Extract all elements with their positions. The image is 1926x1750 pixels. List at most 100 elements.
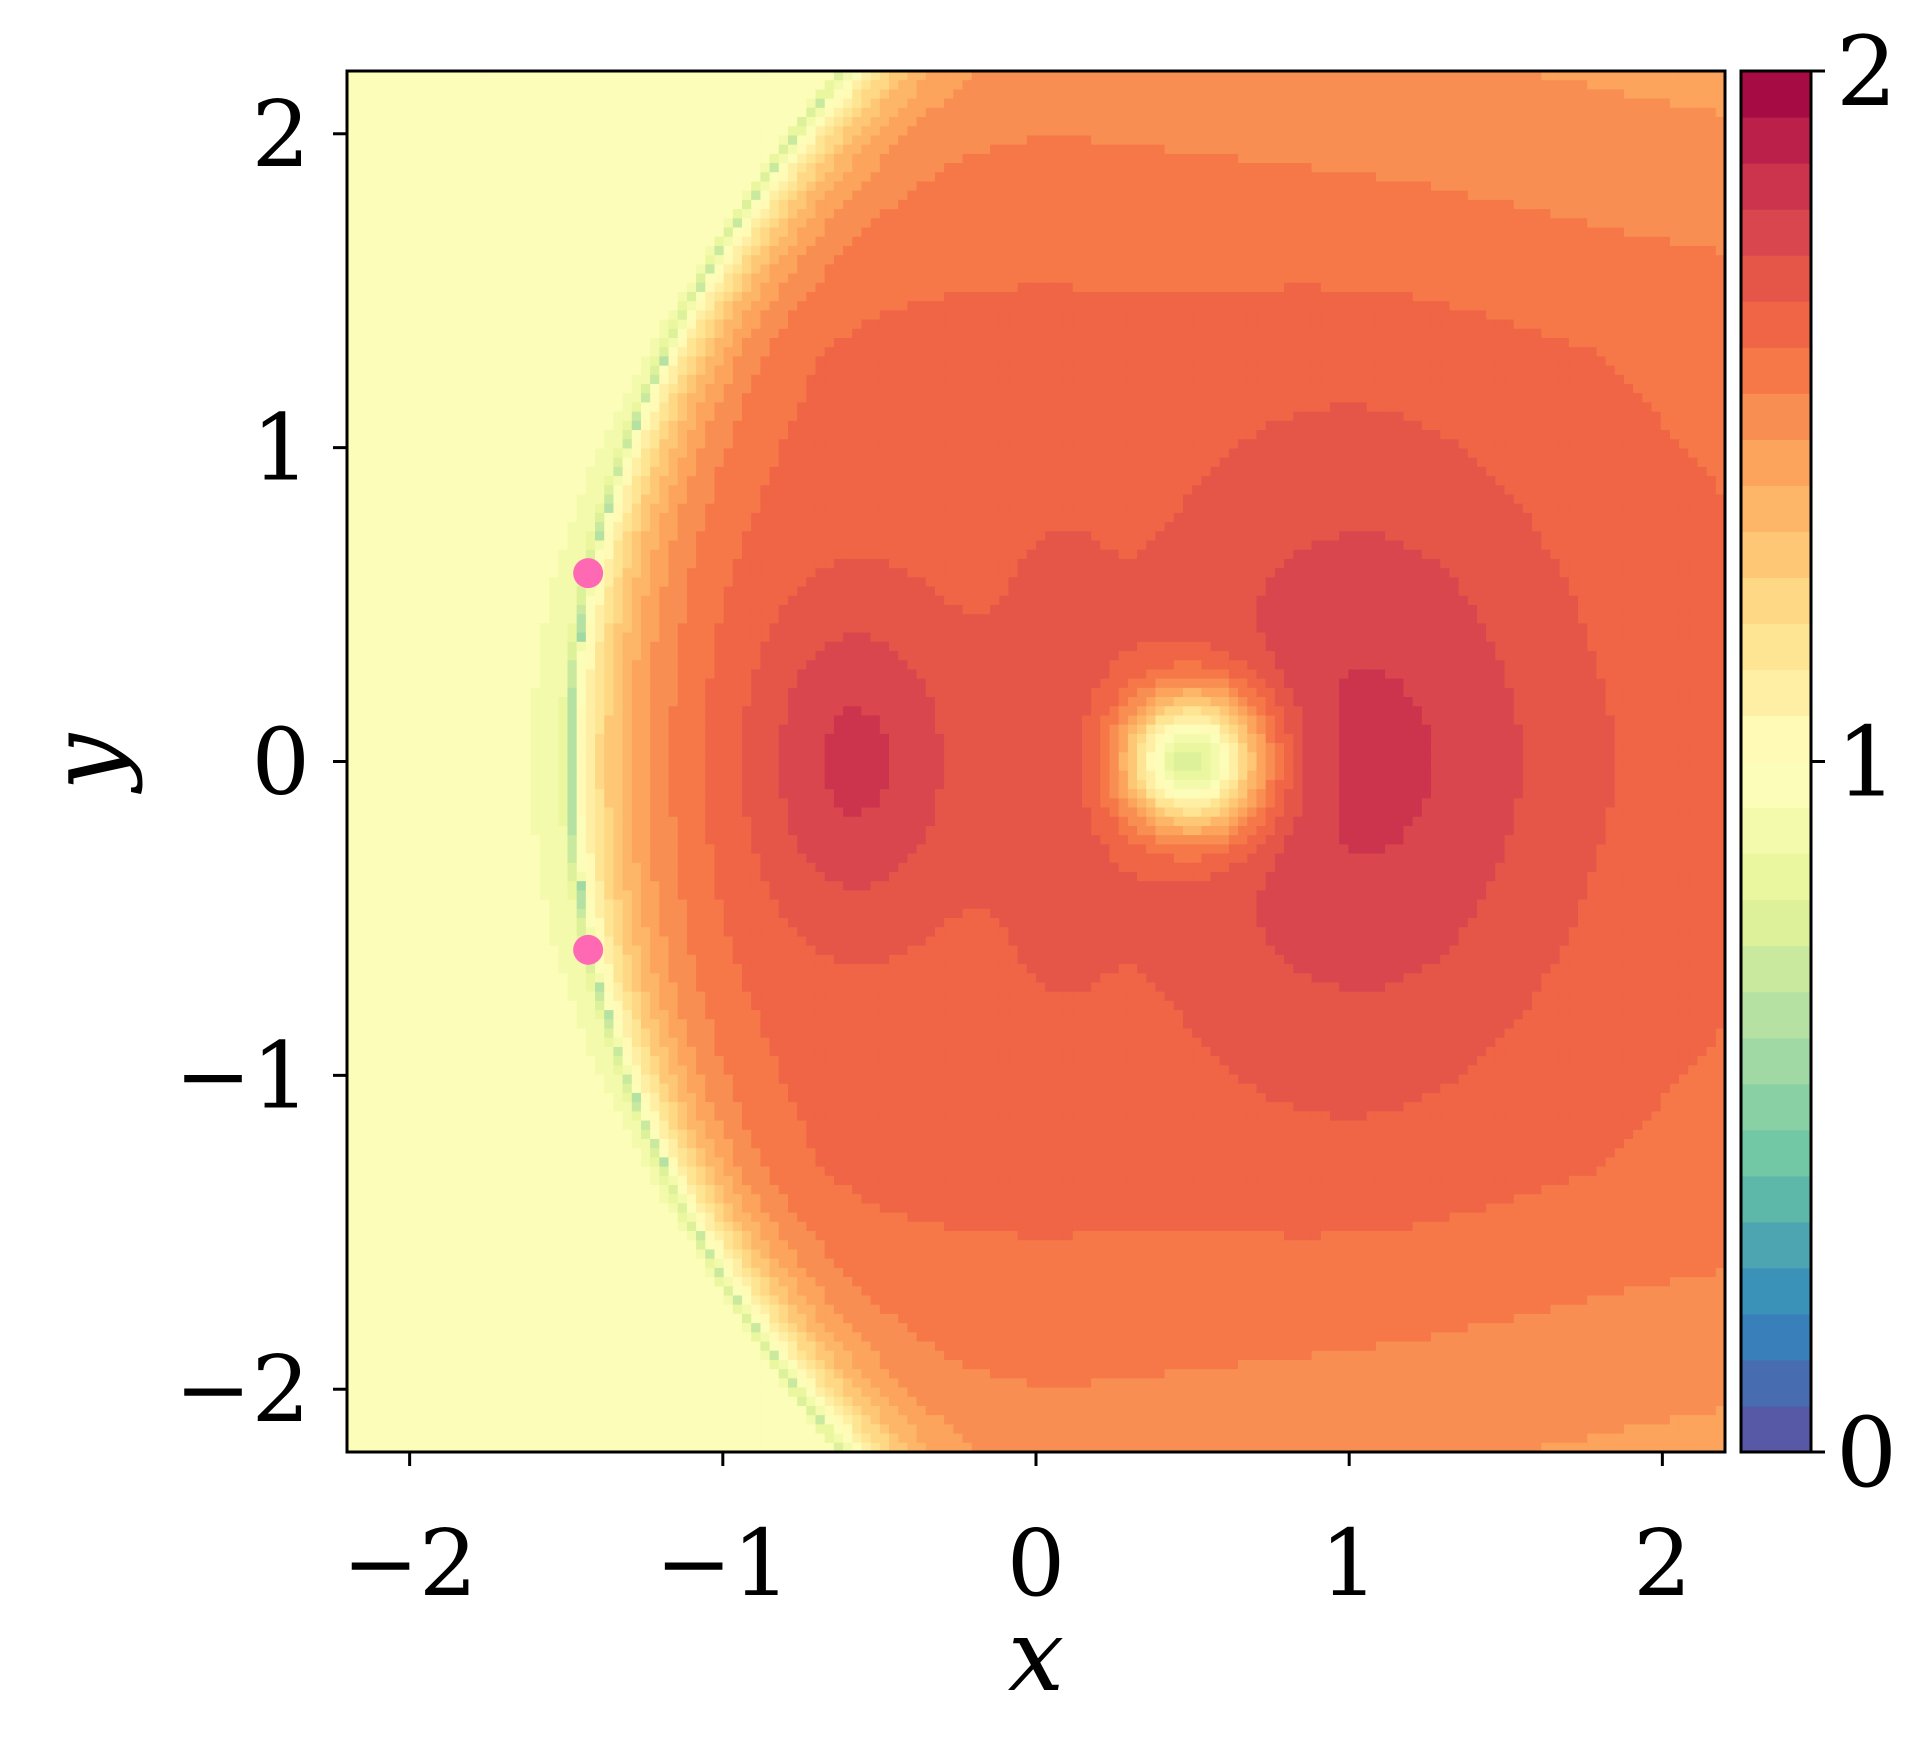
contour-cell xyxy=(963,338,973,348)
contour-cell xyxy=(917,209,927,219)
contour-cell xyxy=(476,191,486,201)
contour-cell xyxy=(650,274,660,284)
contour-cell xyxy=(604,89,614,99)
contour-cell xyxy=(1633,292,1643,302)
contour-cell xyxy=(1192,301,1202,311)
contour-cell xyxy=(1587,99,1597,109)
contour-cell xyxy=(963,301,973,311)
contour-cell xyxy=(898,329,908,339)
contour-cell xyxy=(1358,135,1368,145)
contour-cell xyxy=(843,338,853,348)
contour-cell xyxy=(1661,126,1671,136)
contour-cell xyxy=(659,117,669,127)
contour-cell xyxy=(816,301,826,311)
contour-cell xyxy=(714,154,724,164)
contour-cell xyxy=(540,347,550,357)
contour-cell xyxy=(1596,366,1606,376)
contour-cell xyxy=(430,80,440,90)
contour-cell xyxy=(1505,347,1515,357)
contour-cell xyxy=(981,255,991,265)
contour-cell xyxy=(1165,181,1175,191)
contour-cell xyxy=(1358,126,1368,136)
contour-cell xyxy=(788,255,798,265)
contour-cell xyxy=(1321,356,1331,366)
contour-cell xyxy=(1064,320,1074,330)
contour-cell xyxy=(1413,181,1423,191)
contour-cell xyxy=(1550,274,1560,284)
contour-cell xyxy=(889,80,899,90)
contour-cell xyxy=(926,329,936,339)
contour-cell xyxy=(402,135,412,145)
contour-cell xyxy=(567,89,577,99)
contour-cell xyxy=(1229,80,1239,90)
contour-cell xyxy=(1449,237,1459,247)
contour-cell xyxy=(1293,274,1303,284)
contour-cell xyxy=(1486,126,1496,136)
contour-cell xyxy=(779,228,789,238)
contour-cell xyxy=(1523,200,1533,210)
contour-cell xyxy=(935,163,945,173)
contour-cell xyxy=(1201,145,1211,155)
contour-cell xyxy=(1293,89,1303,99)
contour-cell xyxy=(402,126,412,136)
contour-cell xyxy=(494,375,504,385)
contour-cell xyxy=(1679,181,1689,191)
contour-cell xyxy=(843,237,853,247)
contour-cell xyxy=(742,375,752,385)
contour-cell xyxy=(549,246,559,256)
contour-cell xyxy=(1688,172,1698,182)
contour-cell xyxy=(623,191,633,201)
contour-cell xyxy=(1670,80,1680,90)
contour-cell xyxy=(963,172,973,182)
contour-cell xyxy=(623,264,633,274)
contour-cell xyxy=(650,366,660,376)
contour-cell xyxy=(503,356,513,366)
contour-cell xyxy=(806,209,816,219)
contour-cell xyxy=(567,329,577,339)
contour-cell xyxy=(1633,135,1643,145)
contour-cell xyxy=(779,246,789,256)
contour-cell xyxy=(1266,246,1276,256)
contour-cell xyxy=(1688,218,1698,228)
contour-cell xyxy=(981,310,991,320)
contour-cell xyxy=(1146,320,1156,330)
contour-cell xyxy=(1679,89,1689,99)
contour-cell xyxy=(1652,264,1662,274)
contour-cell xyxy=(503,283,513,293)
contour-cell xyxy=(963,154,973,164)
contour-cell xyxy=(466,283,476,293)
contour-cell xyxy=(1073,301,1083,311)
contour-cell xyxy=(365,163,375,173)
contour-cell xyxy=(816,99,826,109)
contour-cell xyxy=(742,301,752,311)
contour-cell xyxy=(1211,347,1221,357)
contour-cell xyxy=(1064,89,1074,99)
contour-cell xyxy=(1679,301,1689,311)
contour-cell xyxy=(1119,356,1129,366)
contour-cell xyxy=(1541,191,1551,201)
contour-cell xyxy=(1192,172,1202,182)
contour-cell xyxy=(457,154,467,164)
contour-cell xyxy=(889,126,899,136)
contour-cell xyxy=(393,338,403,348)
contour-cell xyxy=(448,246,458,256)
contour-cell xyxy=(742,320,752,330)
contour-cell xyxy=(1238,246,1248,256)
contour-cell xyxy=(1468,274,1478,284)
contour-cell xyxy=(1054,283,1064,293)
contour-cell xyxy=(678,191,688,201)
contour-cell xyxy=(1587,347,1597,357)
contour-cell xyxy=(779,237,789,247)
contour-cell xyxy=(935,181,945,191)
contour-cell xyxy=(1385,80,1395,90)
contour-cell xyxy=(430,320,440,330)
contour-cell xyxy=(999,145,1009,155)
contour-cell xyxy=(1045,89,1055,99)
contour-cell xyxy=(990,154,1000,164)
contour-cell xyxy=(1036,366,1046,376)
contour-cell xyxy=(1468,338,1478,348)
contour-cell xyxy=(1119,329,1129,339)
contour-cell xyxy=(1339,320,1349,330)
contour-cell xyxy=(751,338,761,348)
contour-cell xyxy=(944,320,954,330)
